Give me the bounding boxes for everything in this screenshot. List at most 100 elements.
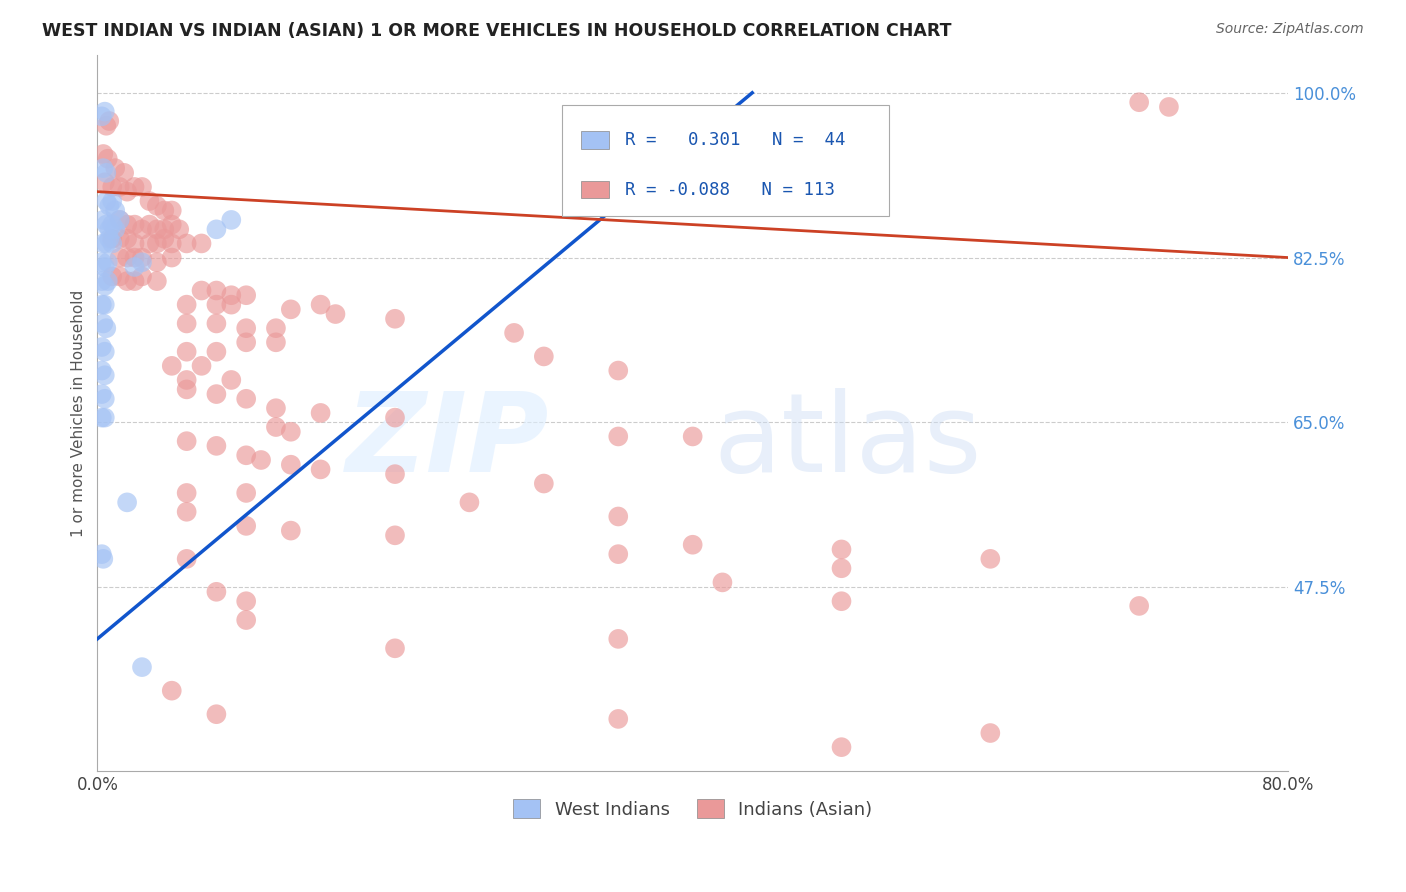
Point (831, 740, 853, 755)
Point (176, 317, 198, 331)
Point (108, 269, 131, 284)
Text: R =   0.301   N =  44: R = 0.301 N = 44 (624, 131, 845, 149)
Point (90, 109, 112, 123)
Y-axis label: 1 or more Vehicles in Household: 1 or more Vehicles in Household (72, 289, 86, 537)
Point (94, 278, 117, 293)
Point (235, 486, 257, 500)
Point (176, 236, 198, 251)
Point (131, 269, 153, 284)
Point (458, 495, 481, 509)
Point (153, 232, 176, 246)
Point (108, 232, 131, 246)
FancyBboxPatch shape (562, 105, 889, 216)
Point (1128, 599, 1150, 613)
Point (131, 180, 153, 194)
Point (160, 359, 183, 373)
Point (153, 203, 176, 218)
Point (98, 222, 121, 236)
Point (235, 321, 257, 335)
Point (1157, 100, 1180, 114)
Point (124, 236, 146, 251)
Point (167, 222, 190, 236)
Point (96, 166, 118, 180)
Point (138, 236, 160, 251)
Point (131, 255, 153, 269)
Point (91, 236, 114, 251)
Point (115, 185, 138, 199)
Point (205, 707, 228, 722)
Point (112, 166, 135, 180)
Point (91, 552, 114, 566)
Point (384, 467, 406, 482)
Point (280, 302, 302, 317)
Point (176, 505, 198, 519)
Point (90, 547, 112, 561)
Point (90, 255, 112, 269)
Point (98, 232, 121, 246)
Point (115, 218, 138, 232)
Point (90, 387, 112, 401)
Point (221, 213, 243, 227)
Point (607, 632, 630, 646)
Point (176, 552, 198, 566)
Point (235, 392, 257, 406)
Point (979, 726, 1001, 740)
Point (160, 251, 183, 265)
Point (108, 213, 131, 227)
Point (96, 321, 118, 335)
Point (280, 425, 302, 439)
Point (90, 410, 112, 425)
Point (711, 575, 734, 590)
Point (831, 561, 853, 575)
Point (108, 213, 131, 227)
Point (190, 359, 212, 373)
Point (176, 434, 198, 449)
Point (108, 180, 131, 194)
Point (280, 458, 302, 472)
Point (503, 326, 526, 340)
Point (104, 203, 127, 218)
Point (160, 203, 183, 218)
Text: Source: ZipAtlas.com: Source: ZipAtlas.com (1216, 22, 1364, 37)
Point (97, 255, 120, 269)
Point (101, 236, 124, 251)
Point (533, 350, 555, 364)
Point (101, 180, 124, 194)
Point (91, 213, 114, 227)
Point (190, 236, 212, 251)
Point (90, 298, 112, 312)
Point (607, 547, 630, 561)
Point (235, 448, 257, 462)
Point (205, 298, 228, 312)
FancyBboxPatch shape (581, 131, 609, 149)
Point (124, 251, 146, 265)
Point (1128, 95, 1150, 110)
Point (153, 222, 176, 236)
Text: R = -0.088   N = 113: R = -0.088 N = 113 (624, 181, 835, 199)
Point (96, 194, 118, 208)
Point (94, 410, 117, 425)
Point (97, 152, 120, 166)
Point (221, 288, 243, 302)
Point (131, 251, 153, 265)
Point (98, 199, 121, 213)
Point (205, 344, 228, 359)
Point (160, 683, 183, 698)
Point (160, 218, 183, 232)
Point (146, 274, 169, 288)
Point (101, 218, 124, 232)
Point (90, 363, 112, 377)
Point (104, 222, 127, 236)
Point (101, 194, 124, 208)
Point (146, 255, 169, 269)
Point (91, 317, 114, 331)
Point (146, 236, 169, 251)
Point (384, 410, 406, 425)
Point (384, 311, 406, 326)
Text: atlas: atlas (713, 388, 981, 495)
Point (235, 288, 257, 302)
Point (831, 542, 853, 557)
Point (131, 222, 153, 236)
Point (264, 401, 287, 416)
Point (94, 368, 117, 383)
